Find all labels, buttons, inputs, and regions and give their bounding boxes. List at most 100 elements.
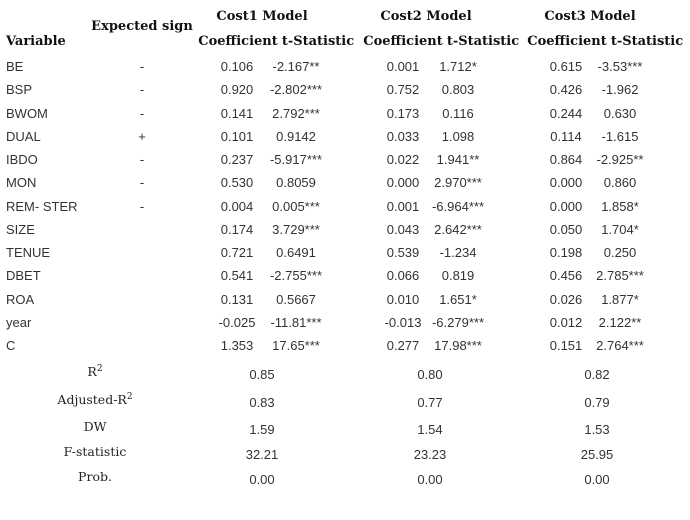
summary-value: 0.00 xyxy=(249,472,275,487)
t-statistic-cell: 0.8059 xyxy=(276,175,316,191)
coefficient-cell: 0.920 xyxy=(220,82,254,98)
t-statistic-cell: -1.234 xyxy=(439,245,477,260)
summary-value: 1.54 xyxy=(417,422,443,437)
coefficient-cell: 0.615 xyxy=(549,59,583,74)
row-expected-sign: - xyxy=(139,175,145,191)
coefficient-cell: -0.013 xyxy=(384,314,422,330)
t-statistic-cell: -1.615 xyxy=(601,128,639,144)
coefficient-cell: 0.530 xyxy=(220,175,254,191)
t-statistic-cell: 0.860 xyxy=(603,175,637,191)
row-variable: SIZE xyxy=(6,221,35,237)
t-statistic-cell: 0.9142 xyxy=(276,128,316,144)
summary-value: 32.21 xyxy=(245,447,279,462)
t-statistic-cell: -2.925** xyxy=(596,152,644,167)
summary-label-text: DW xyxy=(83,419,107,434)
coefficient-cell: 0.114 xyxy=(550,128,582,144)
t-statistic-cell: 0.819 xyxy=(441,268,475,284)
summary-label: R2 xyxy=(87,364,102,379)
t-statistic-cell: -5.917*** xyxy=(269,152,323,167)
header-tstat-1: t-Statistic xyxy=(281,34,355,49)
t-statistic-cell: 3.729*** xyxy=(272,221,320,237)
header-model-3: Cost3 Model xyxy=(544,9,636,24)
t-statistic-cell: 0.630 xyxy=(603,105,637,121)
header-coefficient-3: Coefficient xyxy=(527,34,607,49)
row-expected-sign: - xyxy=(139,82,145,98)
coefficient-cell: 0.541 xyxy=(220,268,254,284)
summary-label-text: R xyxy=(87,364,97,380)
row-expected-sign: - xyxy=(139,105,145,121)
summary-label-text: Adjusted-R xyxy=(57,392,127,408)
summary-label: DW xyxy=(84,419,107,434)
row-expected-sign: - xyxy=(139,152,145,167)
coefficient-cell: 0.001 xyxy=(386,198,420,214)
t-statistic-cell: 2.122** xyxy=(598,314,642,330)
t-statistic-cell: 0.116 xyxy=(442,105,474,121)
row-expected-sign: - xyxy=(139,59,145,74)
header-coefficient-2: Coefficient xyxy=(363,34,443,49)
summary-label: F-statistic xyxy=(64,444,127,459)
coefficient-cell: -0.025 xyxy=(218,314,256,330)
coefficient-cell: 0.244 xyxy=(549,105,583,121)
summary-value: 0.79 xyxy=(584,395,610,410)
t-statistic-cell: 0.005*** xyxy=(272,198,320,214)
coefficient-cell: 0.004 xyxy=(220,198,254,214)
coefficient-cell: 0.101 xyxy=(220,128,254,144)
coefficient-cell: 0.012 xyxy=(549,314,583,330)
summary-value: 23.23 xyxy=(413,447,447,462)
t-statistic-cell: 2.792*** xyxy=(272,105,320,121)
t-statistic-cell: -2.167** xyxy=(272,59,320,74)
coefficient-cell: 0.456 xyxy=(549,268,583,284)
t-statistic-cell: 2.642*** xyxy=(434,221,482,237)
t-statistic-cell: -11.81*** xyxy=(270,314,322,330)
t-statistic-cell: 1.941** xyxy=(436,152,480,167)
summary-label-text: Prob. xyxy=(78,469,112,484)
coefficient-cell: 0.000 xyxy=(549,198,583,214)
t-statistic-cell: 2.764*** xyxy=(596,338,644,353)
t-statistic-cell: 17.98*** xyxy=(434,338,482,353)
coefficient-cell: 0.043 xyxy=(386,221,420,237)
coefficient-cell: 0.026 xyxy=(549,291,583,307)
row-variable: BSP xyxy=(6,82,33,98)
coefficient-cell: 0.000 xyxy=(386,175,420,191)
summary-value: 25.95 xyxy=(580,447,614,462)
row-variable: MON xyxy=(6,175,37,191)
row-variable: BE xyxy=(6,59,24,74)
summary-value: 1.59 xyxy=(249,422,275,437)
coefficient-cell: 0.198 xyxy=(549,245,583,260)
header-tstat-2: t-Statistic xyxy=(446,34,520,49)
t-statistic-cell: 17.65*** xyxy=(272,338,320,353)
coefficient-cell: 0.752 xyxy=(386,82,420,98)
t-statistic-cell: 1.651* xyxy=(439,291,477,307)
summary-label: Adjusted-R2 xyxy=(57,392,132,407)
t-statistic-cell: 0.250 xyxy=(603,245,637,260)
coefficient-cell: 0.001 xyxy=(386,59,420,74)
t-statistic-cell: 2.785*** xyxy=(596,268,644,284)
t-statistic-cell: 1.877* xyxy=(601,291,639,307)
coefficient-cell: 0.539 xyxy=(386,245,420,260)
t-statistic-cell: 0.803 xyxy=(441,82,475,98)
summary-value: 0.77 xyxy=(417,395,443,410)
coefficient-cell: 0.277 xyxy=(386,338,420,353)
summary-value: 0.82 xyxy=(584,367,610,382)
summary-value: 1.53 xyxy=(584,422,610,437)
coefficient-cell: 0.721 xyxy=(220,245,254,260)
row-variable: ROA xyxy=(6,291,35,307)
row-variable: DBET xyxy=(6,268,41,284)
row-variable: C xyxy=(6,338,16,353)
coefficient-cell: 0.151 xyxy=(549,338,583,353)
t-statistic-cell: 0.5667 xyxy=(276,291,316,307)
row-variable: year xyxy=(6,314,32,330)
t-statistic-cell: -6.964*** xyxy=(431,198,485,214)
t-statistic-cell: -2.755*** xyxy=(269,268,323,284)
header-tstat-3: t-Statistic xyxy=(610,34,684,49)
row-variable: BWOM xyxy=(6,105,48,121)
row-expected-sign: + xyxy=(138,128,146,144)
t-statistic-cell: 1.858* xyxy=(601,198,639,214)
coefficient-cell: 0.131 xyxy=(220,291,254,307)
coefficient-cell: 0.106 xyxy=(220,59,254,74)
header-expected-sign: Expected sign xyxy=(91,19,193,34)
coefficient-cell: 0.237 xyxy=(220,152,254,167)
coefficient-cell: 0.000 xyxy=(549,175,583,191)
coefficient-cell: 0.050 xyxy=(549,221,583,237)
row-variable: DUAL xyxy=(6,128,41,144)
